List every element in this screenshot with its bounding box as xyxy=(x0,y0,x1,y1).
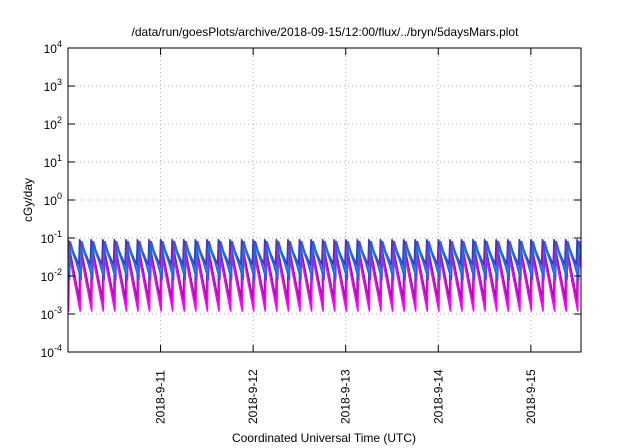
x-tick-label: 2018-9-11 xyxy=(154,370,168,424)
x-tick-label: 2018-9-14 xyxy=(431,369,445,424)
plot-frame xyxy=(67,47,582,353)
y-tick-label: 101 xyxy=(44,153,62,170)
x-tick-label: 2018-9-13 xyxy=(339,369,353,424)
y-tick-label: 100 xyxy=(44,191,62,208)
y-tick-labels: 104 103 102 101 100 10-1 10-2 10-3 10-4 xyxy=(41,39,62,360)
series-group xyxy=(68,238,581,312)
series-line xyxy=(68,240,581,281)
x-tick-label: 2018-9-15 xyxy=(524,369,538,424)
x-axis-label: Coordinated Universal Time (UTC) xyxy=(232,431,416,445)
x-tick-labels: 2018-9-11 2018-9-12 2018-9-13 2018-9-14 2018… xyxy=(154,369,538,424)
axes xyxy=(67,47,582,353)
y-tick-label: 10-2 xyxy=(41,267,62,284)
y-tick-label: 10-1 xyxy=(41,229,62,246)
y-tick-label: 103 xyxy=(44,77,62,94)
x-tick-label: 2018-9-12 xyxy=(246,369,260,424)
y-tick-label: 104 xyxy=(44,39,62,56)
y-tick-label: 102 xyxy=(44,115,62,132)
y-axis-label: cGy/day xyxy=(21,178,35,222)
y-tick-label: 10-3 xyxy=(41,305,62,322)
chart-title: /data/run/goesPlots/archive/2018-09-15/1… xyxy=(132,25,520,39)
y-tick-label: 10-4 xyxy=(41,343,62,360)
grid xyxy=(68,48,581,352)
